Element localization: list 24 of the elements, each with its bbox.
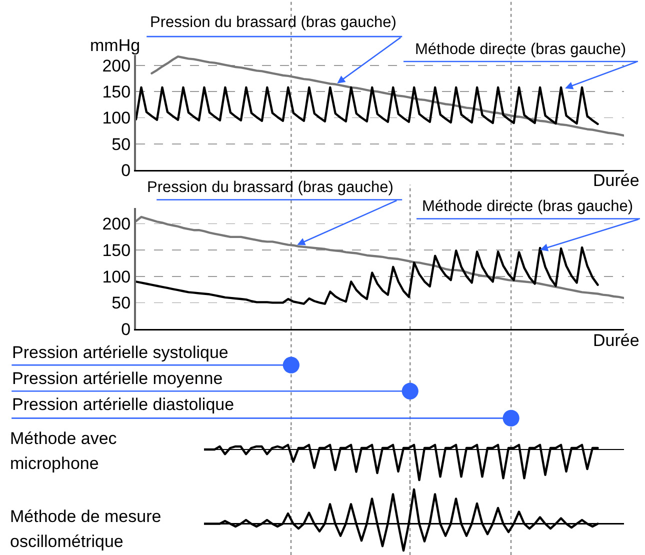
text: Pression artérielle systolique [12, 343, 228, 362]
y-tick-label: 0 [121, 160, 131, 180]
y-tick-label: 150 [102, 241, 131, 260]
line-series [136, 86, 599, 126]
annotation: Méthode directe (bras gauche) [415, 41, 626, 58]
text: Pression artérielle moyenne [12, 369, 223, 388]
annotation: Méthode directe (bras gauche) [422, 198, 634, 215]
x-axis-title: Durée [593, 171, 640, 190]
y-tick-label: 150 [102, 82, 131, 102]
y-tick-label: 50 [112, 134, 131, 154]
text: Pression artérielle diastolique [12, 395, 234, 414]
y-tick-label: 100 [102, 267, 131, 286]
text: Pression du brassard (bras gauche) [150, 14, 396, 31]
text: Méthode de mesure oscillométrique [10, 506, 162, 553]
x-axis-title: Durée [593, 331, 640, 350]
text: Méthode avec microphone [10, 428, 118, 475]
y-tick-label: 50 [112, 294, 131, 313]
line-series [136, 216, 624, 300]
y-tick-label: 100 [102, 108, 131, 128]
y-tick-label: 200 [102, 214, 131, 234]
y-axis-title: mmHg [90, 36, 140, 55]
text: Pression du brassard (bras gauche) [147, 179, 394, 196]
y-tick-label: 200 [102, 56, 131, 76]
y-tick-label: 0 [121, 320, 131, 339]
